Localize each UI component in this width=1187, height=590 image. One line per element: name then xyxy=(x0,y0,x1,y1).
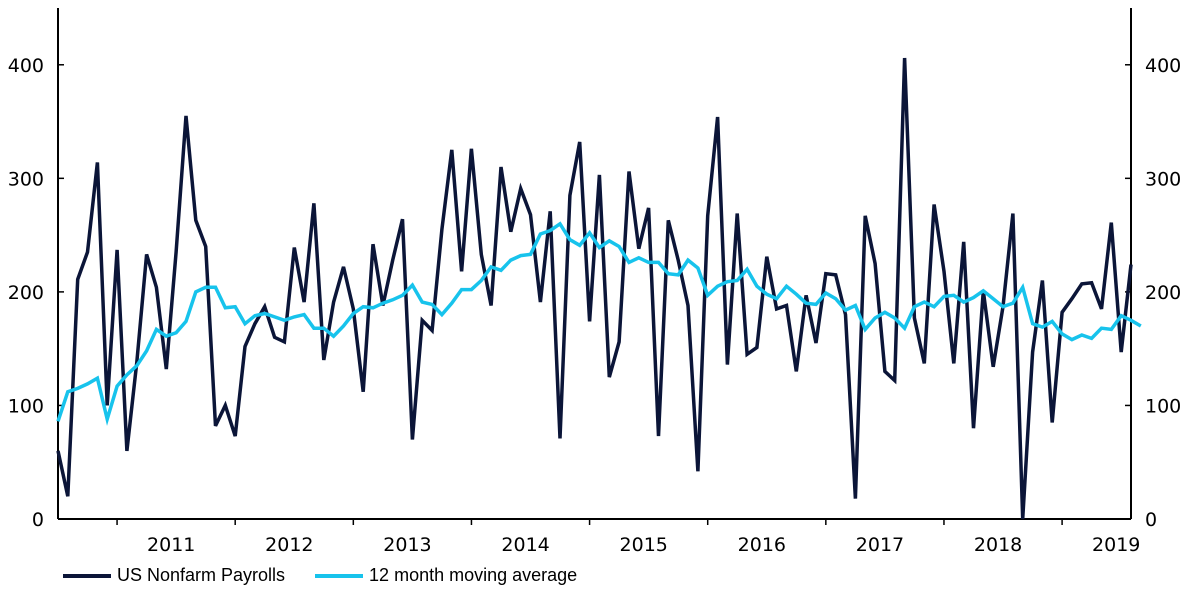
legend: US Nonfarm Payrolls 12 month moving aver… xyxy=(63,565,607,586)
y-tick-label-left: 200 xyxy=(8,282,44,304)
x-tick-label: 2011 xyxy=(147,534,195,556)
series-lines xyxy=(56,57,1142,520)
legend-item-moving-average: 12 month moving average xyxy=(315,565,577,586)
tick-labels: 0 0 100 100 200 200 300 300 400 400 2011 2012 2013 20… xyxy=(8,55,1182,556)
y-tick-label-right: 300 xyxy=(1145,168,1181,190)
payrolls-line xyxy=(56,57,1133,520)
legend-label-moving-average: 12 month moving average xyxy=(369,565,578,585)
moving-average-line xyxy=(56,221,1142,426)
x-tick-label: 2015 xyxy=(620,534,668,556)
legend-swatch-moving-average xyxy=(315,573,364,578)
y-tick-label-right: 200 xyxy=(1145,282,1181,304)
y-tick-label-left: 100 xyxy=(8,395,44,417)
x-tick-label: 2017 xyxy=(856,534,904,556)
x-tick-label: 2016 xyxy=(738,534,786,556)
x-tick-label: 2013 xyxy=(383,534,431,556)
x-tick-label: 2018 xyxy=(974,534,1022,556)
legend-label-payrolls: US Nonfarm Payrolls xyxy=(117,565,286,585)
legend-item-payrolls: US Nonfarm Payrolls xyxy=(63,565,285,586)
y-tick-label-right: 400 xyxy=(1145,55,1181,77)
x-tick-label: 2014 xyxy=(501,534,549,556)
y-tick-label-right: 0 xyxy=(1145,509,1157,531)
x-tick-label: 2019 xyxy=(1092,534,1140,556)
axes xyxy=(57,8,1132,525)
x-tick-label: 2012 xyxy=(265,534,313,556)
legend-swatch-payrolls xyxy=(63,573,111,578)
y-tick-label-left: 400 xyxy=(8,55,44,77)
y-tick-label-left: 300 xyxy=(8,168,44,190)
y-tick-label-right: 100 xyxy=(1145,395,1181,417)
y-tick-label-left: 0 xyxy=(32,509,44,531)
